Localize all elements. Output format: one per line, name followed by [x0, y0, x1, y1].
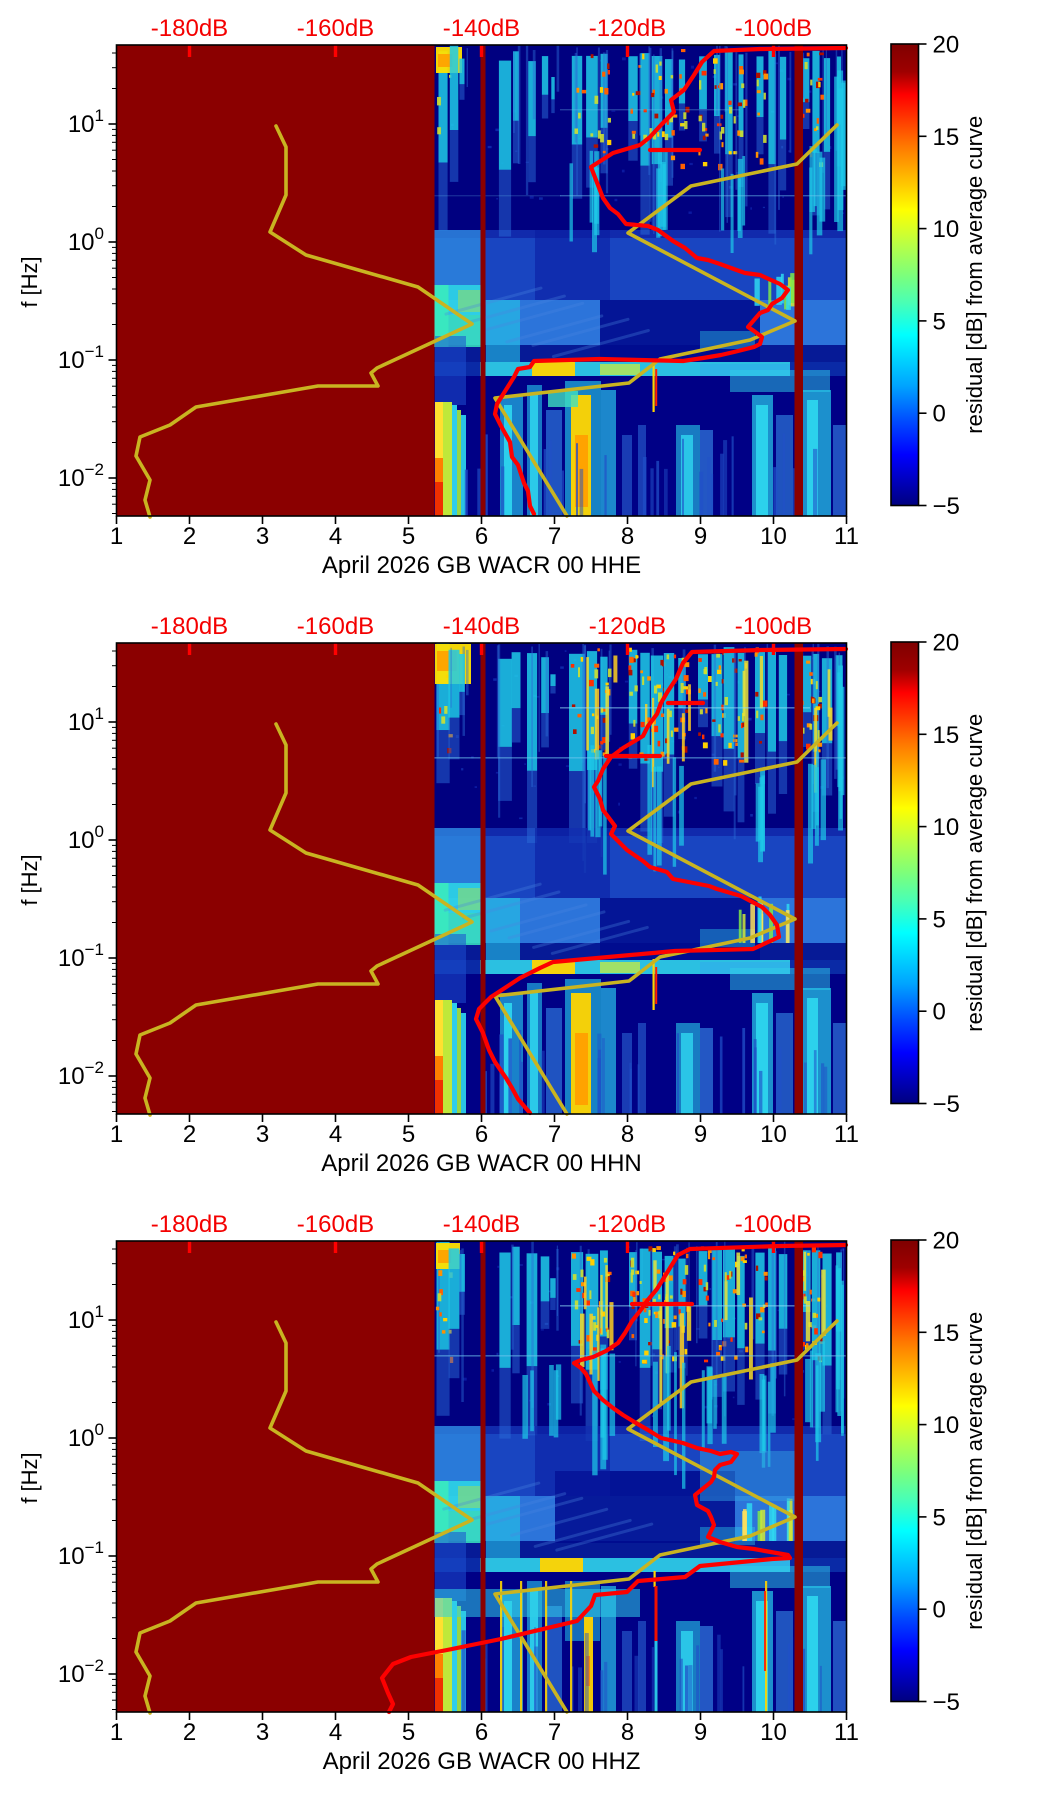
- svg-text:April 2026 GB WACR 00 HHZ: April 2026 GB WACR 00 HHZ: [323, 1748, 641, 1775]
- svg-text:−5: −5: [933, 493, 960, 520]
- svg-text:0: 0: [933, 1597, 946, 1624]
- svg-text:0: 0: [933, 999, 946, 1026]
- svg-text:−5: −5: [933, 1689, 960, 1716]
- svg-text:6: 6: [475, 523, 488, 550]
- svg-text:100: 100: [68, 224, 104, 256]
- svg-text:April 2026 GB WACR 00 HHE: April 2026 GB WACR 00 HHE: [322, 552, 641, 579]
- svg-text:April 2026 GB WACR 00 HHN: April 2026 GB WACR 00 HHN: [321, 1150, 642, 1177]
- svg-text:-100dB: -100dB: [735, 613, 812, 640]
- svg-text:7: 7: [548, 523, 561, 550]
- svg-text:-180dB: -180dB: [151, 613, 228, 640]
- svg-text:5: 5: [402, 523, 415, 550]
- svg-text:7: 7: [548, 1719, 561, 1746]
- svg-text:9: 9: [694, 1719, 707, 1746]
- svg-text:2: 2: [183, 523, 196, 550]
- svg-text:-140dB: -140dB: [443, 613, 520, 640]
- svg-text:residual [dB] from average cur: residual [dB] from average curve: [962, 116, 987, 434]
- svg-text:residual [dB] from average cur: residual [dB] from average curve: [962, 714, 987, 1032]
- svg-text:-160dB: -160dB: [297, 15, 374, 42]
- svg-text:11: 11: [834, 1121, 859, 1148]
- svg-text:−5: −5: [933, 1091, 960, 1118]
- svg-text:9: 9: [694, 523, 707, 550]
- svg-text:-160dB: -160dB: [297, 1211, 374, 1238]
- svg-text:-140dB: -140dB: [443, 1211, 520, 1238]
- svg-text:5: 5: [402, 1719, 415, 1746]
- svg-text:8: 8: [621, 523, 634, 550]
- svg-text:15: 15: [933, 1320, 960, 1347]
- svg-text:10: 10: [933, 216, 960, 243]
- svg-text:9: 9: [694, 1121, 707, 1148]
- svg-text:1: 1: [110, 1719, 123, 1746]
- svg-text:f [Hz]: f [Hz]: [17, 1452, 42, 1503]
- svg-text:15: 15: [933, 124, 960, 151]
- svg-text:1: 1: [110, 523, 123, 550]
- svg-text:10: 10: [760, 1121, 787, 1148]
- svg-text:-160dB: -160dB: [297, 613, 374, 640]
- svg-text:5: 5: [933, 308, 946, 335]
- svg-text:f [Hz]: f [Hz]: [17, 256, 42, 307]
- svg-text:2: 2: [183, 1121, 196, 1148]
- svg-text:f [Hz]: f [Hz]: [17, 854, 42, 905]
- svg-text:-100dB: -100dB: [735, 15, 812, 42]
- svg-text:-180dB: -180dB: [151, 15, 228, 42]
- svg-text:6: 6: [475, 1121, 488, 1148]
- svg-text:3: 3: [256, 523, 269, 550]
- svg-text:4: 4: [329, 1121, 342, 1148]
- svg-text:3: 3: [256, 1121, 269, 1148]
- svg-text:-120dB: -120dB: [589, 613, 666, 640]
- svg-text:residual [dB] from average cur: residual [dB] from average curve: [962, 1312, 987, 1630]
- svg-text:5: 5: [402, 1121, 415, 1148]
- svg-text:8: 8: [621, 1719, 634, 1746]
- svg-text:8: 8: [621, 1121, 634, 1148]
- svg-text:1: 1: [110, 1121, 123, 1148]
- svg-text:-120dB: -120dB: [589, 15, 666, 42]
- svg-text:-100dB: -100dB: [735, 1211, 812, 1238]
- svg-text:20: 20: [933, 32, 960, 59]
- svg-text:5: 5: [933, 906, 946, 933]
- svg-text:11: 11: [834, 1719, 859, 1746]
- svg-text:3: 3: [256, 1719, 269, 1746]
- svg-text:-120dB: -120dB: [589, 1211, 666, 1238]
- svg-text:6: 6: [475, 1719, 488, 1746]
- svg-text:4: 4: [329, 1719, 342, 1746]
- svg-text:10: 10: [760, 1719, 787, 1746]
- svg-text:-180dB: -180dB: [151, 1211, 228, 1238]
- svg-text:5: 5: [933, 1504, 946, 1531]
- svg-text:0: 0: [933, 401, 946, 428]
- svg-text:20: 20: [933, 630, 960, 657]
- svg-text:11: 11: [834, 523, 859, 550]
- svg-text:4: 4: [329, 523, 342, 550]
- svg-text:10: 10: [933, 1412, 960, 1439]
- svg-text:15: 15: [933, 722, 960, 749]
- svg-text:7: 7: [548, 1121, 561, 1148]
- svg-text:20: 20: [933, 1228, 960, 1255]
- svg-text:2: 2: [183, 1719, 196, 1746]
- svg-text:10−1: 10−1: [58, 940, 104, 972]
- svg-text:10: 10: [760, 523, 787, 550]
- svg-text:-140dB: -140dB: [443, 15, 520, 42]
- svg-text:10: 10: [933, 814, 960, 841]
